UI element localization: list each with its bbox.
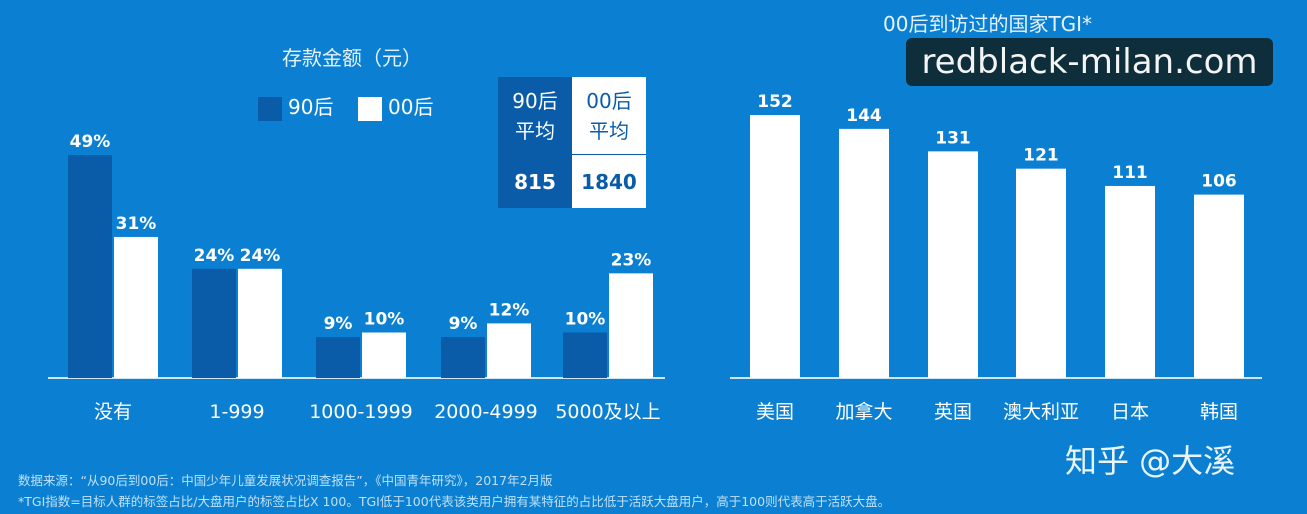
bar-90 [563,332,607,378]
left-chart-title: 存款金额（元） [282,46,422,70]
bar-tgi [1016,168,1066,378]
data-label: 24% [194,246,235,266]
category-label: 日本 [1111,401,1149,423]
bar-tgi [928,151,978,378]
bar-00 [114,236,158,378]
credit: 知乎 @大溪 [1065,442,1236,480]
bar-tgi [839,128,889,378]
right-chart-title: 00后到访过的国家TGI* [883,12,1093,36]
data-label: 12% [489,300,530,320]
category-label: 2000-4999 [434,401,538,423]
bar-tgi [1194,194,1244,378]
avg-header-00: 00后 平均 [572,77,646,155]
data-label: 144 [846,106,882,126]
tgi-note: *TGI指数=目标人群的标签占比/大盘用户的标签占比X 100。TGI低于100… [18,494,891,509]
category-label: 没有 [94,401,132,423]
category-label: 1-999 [209,401,264,423]
data-label: 152 [757,92,793,112]
bar-90 [316,337,360,378]
bar-00 [238,268,282,378]
category-label: 5000及以上 [555,401,660,423]
category-label: 加拿大 [835,400,892,423]
data-label: 111 [1112,163,1148,183]
bar-00 [362,332,406,378]
legend-label: 00后 [388,95,434,119]
data-label: 49% [70,132,111,152]
category-label: 韩国 [1200,401,1238,423]
avg-header-90: 90后 平均 [498,77,572,155]
data-label: 9% [324,314,353,334]
avg-value-90: 815 [498,155,572,208]
legend-label: 90后 [288,95,334,119]
bar-00 [487,323,531,378]
data-label: 106 [1201,172,1237,192]
data-label: 131 [935,128,971,148]
bar-00 [609,273,653,378]
legend-swatch-light [358,96,382,121]
category-label: 英国 [934,401,972,423]
data-label: 9% [449,314,478,334]
bar-90 [441,337,485,378]
data-label: 24% [240,246,281,266]
data-label: 23% [611,250,652,270]
source-note: 数据来源：“从90后到00后：中国少年儿童发展状况调查报告”，《中国青年研究》，… [18,473,553,488]
data-label: 10% [565,310,606,330]
category-label: 澳大利亚 [1003,401,1079,423]
data-label: 31% [116,214,157,234]
avg-value-00: 1840 [572,155,646,208]
legend-swatch-dark [258,96,282,121]
category-label: 1000-1999 [309,401,413,423]
bar-tgi [1105,185,1155,378]
category-label: 美国 [756,401,794,423]
data-label: 121 [1023,146,1059,166]
legend-90: 90后 [258,91,333,121]
bar-90 [192,268,236,378]
data-label: 10% [364,310,405,330]
watermark: redblack-milan.com [906,38,1273,86]
legend-00: 00后 [358,91,433,121]
bar-tgi [750,115,800,378]
average-table: 90后 平均 00后 平均 815 1840 [498,77,646,208]
bar-90 [68,155,112,378]
